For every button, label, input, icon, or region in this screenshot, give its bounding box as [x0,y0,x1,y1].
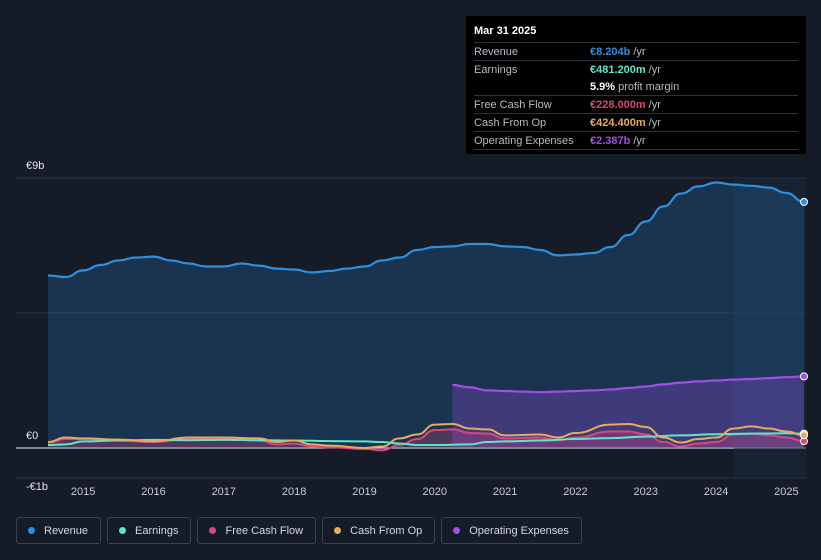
legend-label: Free Cash Flow [225,524,304,537]
x-tick-label: 2021 [493,486,517,498]
tooltip-label: Revenue [474,45,519,58]
x-tick-label: 2020 [423,486,447,498]
x-tick-label: 2018 [282,486,306,498]
legend-item-earnings[interactable]: Earnings [107,517,192,544]
tooltip: Mar 31 2025 Revenue €8.204b /yr Earnings… [466,16,806,154]
x-tick-label: 2022 [563,486,587,498]
tooltip-value: €228.000m [590,98,646,111]
x-tick-label: 2024 [704,486,728,498]
series-end-point-revenue [800,197,808,206]
x-tick-label: 2016 [141,486,165,498]
legend-label: Revenue [44,524,89,537]
tooltip-unit: /yr [633,45,646,58]
tooltip-row-profit-margin: 5.9% profit margin [474,78,798,96]
series-layer [47,181,808,452]
y-tick-label: -€1b [26,481,48,493]
tooltip-value: €481.200m [590,63,646,76]
legend-dot-icon [453,527,461,534]
x-tick-label: 2023 [634,486,658,498]
legend-dot-icon [334,527,342,534]
series-end-point-operating-expenses [800,372,808,381]
tooltip-label: Cash From Op [474,116,547,129]
tooltip-label: Earnings [474,63,518,76]
tooltip-row-cash-from-op: Cash From Op €424.400m /yr [474,114,798,132]
legend-label: Operating Expenses [469,524,569,537]
x-tick-label: 2025 [774,486,798,498]
tooltip-unit: /yr [648,98,661,111]
legend-dot-icon [119,527,127,534]
tooltip-value: 5.9% [590,80,616,93]
legend-item-operating-expenses[interactable]: Operating Expenses [441,517,582,544]
legend-dot-icon [209,527,217,534]
gridlines [16,177,806,479]
legend-label: Earnings [135,524,179,537]
tooltip-unit: profit margin [618,80,680,93]
series-line-revenue [47,181,805,279]
series-area-operating-expenses [452,376,804,448]
tooltip-date: Mar 31 2025 [474,25,798,43]
legend-item-free-cash-flow[interactable]: Free Cash Flow [197,517,317,544]
tooltip-value: €8.204b [590,45,631,58]
tooltip-row-operating-expenses: Operating Expenses €2.387b /yr [474,132,798,150]
y-tick-label: €9b [26,160,44,172]
x-tick-label: 2019 [352,486,376,498]
series-area-revenue [48,182,804,448]
series-area-free-cash-flow [48,429,804,451]
tooltip-label: Free Cash Flow [474,98,552,111]
x-tick-label: 2017 [212,486,236,498]
y-tick-label: €0 [26,430,38,442]
x-tick-label: 2015 [71,486,95,498]
tooltip-value: €424.400m [590,116,646,129]
tooltip-unit: /yr [648,63,661,76]
legend: Revenue Earnings Free Cash Flow Cash Fro… [16,517,582,544]
tooltip-unit: /yr [648,116,661,129]
legend-label: Cash From Op [350,524,423,537]
tooltip-unit: /yr [633,134,646,147]
series-line-cash-from-op [47,423,805,449]
legend-dot-icon [28,527,35,534]
tooltip-row-revenue: Revenue €8.204b /yr [474,43,798,61]
legend-item-revenue[interactable]: Revenue [16,517,102,544]
series-end-point-cash-from-op [800,431,808,440]
tooltip-value: €2.387b [590,134,631,147]
tooltip-row-free-cash-flow: Free Cash Flow €228.000m /yr [474,96,798,114]
tooltip-label: Operating Expenses [474,134,574,147]
series-line-operating-expenses [452,375,805,394]
axis-labels: €9b €0 -€1b 2015 2016 2017 2018 2019 2020 2021 202… [26,160,799,498]
legend-item-cash-from-op[interactable]: Cash From Op [322,517,436,544]
tooltip-row-earnings: Earnings €481.200m /yr [474,61,798,78]
